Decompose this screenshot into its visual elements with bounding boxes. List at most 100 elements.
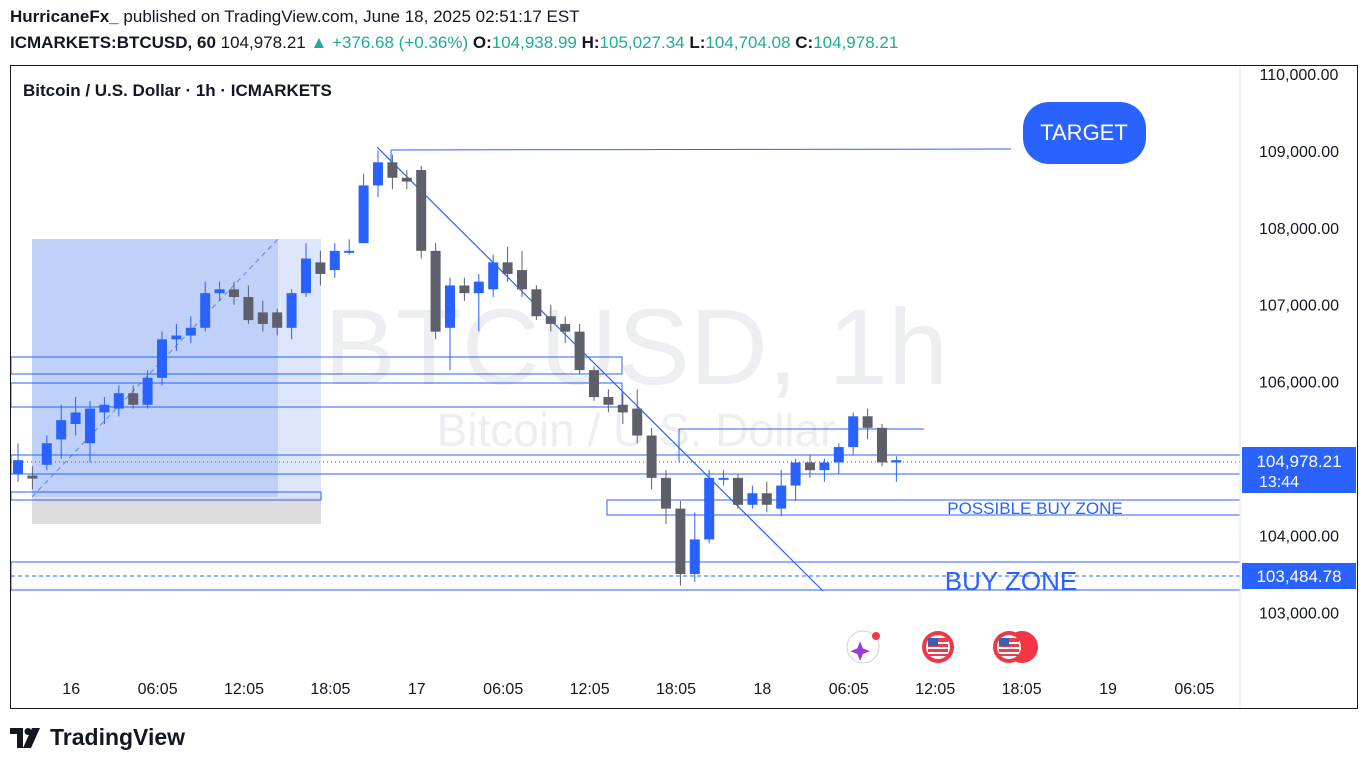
- time-tick-label: 18:05: [310, 681, 350, 698]
- change-up-icon: ▲: [310, 33, 328, 52]
- candle-body: [502, 262, 513, 274]
- candle-body: [689, 539, 700, 575]
- candle: [819, 458, 830, 482]
- candle-body: [128, 393, 139, 405]
- us-economic-events-stack-icon[interactable]: [993, 631, 1038, 663]
- candle-body: [646, 435, 657, 478]
- candle-body: [488, 262, 499, 290]
- close-label: C:: [795, 33, 814, 52]
- candle: [157, 331, 167, 386]
- position-profit-zone-extension: [278, 239, 321, 497]
- candle-body: [85, 408, 95, 444]
- possible-buy-zone-box[interactable]: [606, 499, 1241, 516]
- candle: [545, 304, 556, 332]
- possible-buy-zone-label: POSSIBLE BUY ZONE: [947, 499, 1122, 518]
- publish-date: published on TradingView.com, June 18, 2…: [123, 7, 580, 26]
- candle: [272, 308, 283, 336]
- chart-canvas[interactable]: BTCUSD, 1h Bitcoin / U.S. Dollar TARGET …: [11, 66, 1357, 708]
- candle: [301, 243, 311, 298]
- candle-body: [545, 316, 556, 324]
- candle-body: [790, 462, 801, 486]
- candle: [99, 397, 110, 424]
- candle-body: [733, 477, 743, 505]
- candle: [373, 150, 383, 197]
- ai-event-icon[interactable]: [846, 630, 880, 664]
- time-tick-label: 17: [408, 681, 426, 698]
- candle: [445, 277, 455, 371]
- candle: [430, 243, 441, 340]
- candle-body: [430, 250, 441, 332]
- candle-body: [344, 250, 355, 253]
- time-tick-label: 06:05: [1174, 681, 1214, 698]
- watermark-symbol: BTCUSD, 1h: [324, 286, 948, 407]
- candle: [315, 250, 326, 286]
- price-tick-label: 110,000.00: [1260, 67, 1339, 84]
- resistance-zone-box[interactable]: [11, 356, 623, 375]
- low-value: 104,704.08: [705, 33, 791, 52]
- current-price-badge: [1242, 447, 1356, 493]
- candle-body: [675, 508, 686, 575]
- time-axis[interactable]: 16 06:05 12:05 18:05 17 06:05 12:05 18:05 18 06:0…: [62, 681, 1214, 698]
- candle: [358, 173, 369, 244]
- candle: [128, 385, 139, 409]
- candle: [473, 273, 484, 332]
- target-label: TARGET: [1040, 120, 1128, 145]
- candle: [560, 316, 571, 344]
- position-entry-box: [11, 491, 322, 501]
- symbol-name[interactable]: ICMARKETS:BTCUSD, 60: [10, 33, 216, 52]
- high-value: 105,027.34: [599, 33, 685, 52]
- open-value: 104,938.99: [491, 33, 577, 52]
- candle-body: [56, 420, 67, 440]
- time-tick-label: 18: [754, 681, 772, 698]
- candle-body: [373, 162, 383, 186]
- candle: [776, 470, 787, 517]
- candle: [214, 281, 225, 301]
- target-callout[interactable]: [1023, 102, 1146, 164]
- candle-body: [459, 285, 470, 294]
- candle: [517, 250, 527, 298]
- candle-body: [286, 293, 297, 328]
- candle: [416, 166, 427, 259]
- candle: [603, 389, 614, 413]
- candle: [27, 466, 38, 490]
- candle: [243, 285, 254, 324]
- candle: [401, 170, 412, 190]
- candle: [70, 397, 81, 436]
- candle: [344, 239, 355, 255]
- price-tick-label: 107,000.00: [1259, 298, 1339, 315]
- low-label: L:: [689, 33, 706, 52]
- price-tick-label: 109,000.00: [1259, 144, 1339, 161]
- author-name[interactable]: HurricaneFx_: [10, 7, 119, 26]
- publish-info: HurricaneFx_ published on TradingView.co…: [10, 7, 580, 27]
- candle: [661, 470, 671, 525]
- candle: [805, 454, 815, 478]
- price-tick-label: 106,000.00: [1259, 375, 1339, 392]
- candle-body: [617, 404, 628, 413]
- candle: [185, 316, 196, 344]
- candle: [459, 277, 470, 301]
- position-profit-zone[interactable]: [32, 239, 278, 497]
- candle: [747, 485, 758, 509]
- ohlc-bar: ICMARKETS:BTCUSD, 60 104,978.21 ▲ +376.6…: [10, 33, 898, 53]
- candle-body: [776, 485, 787, 509]
- supply-zone-box[interactable]: [11, 382, 623, 408]
- downtrend-line[interactable]: [376, 146, 824, 592]
- candle-body: [200, 293, 211, 328]
- price-axis[interactable]: 110,000.00 109,000.00 108,000.00 107,000.00…: [1259, 67, 1339, 623]
- candle-body: [301, 258, 311, 294]
- tradingview-logo[interactable]: TradingView: [10, 724, 185, 751]
- price-tick-label: 108,000.00: [1259, 221, 1339, 238]
- candle: [646, 427, 657, 490]
- position-trend-line: [31, 238, 279, 498]
- candle: [531, 285, 542, 321]
- chart-title: Bitcoin / U.S. Dollar · 1h · ICMARKETS: [23, 81, 332, 100]
- candle-body: [805, 462, 815, 471]
- candle-body: [113, 393, 124, 409]
- candle-body: [70, 412, 81, 424]
- target-line[interactable]: [390, 148, 1012, 151]
- time-tick-label: 12:05: [570, 681, 610, 698]
- us-economic-event-icon[interactable]: [922, 631, 954, 663]
- candle: [142, 370, 153, 409]
- time-tick-label: 06:05: [829, 681, 869, 698]
- candle-body: [833, 447, 844, 463]
